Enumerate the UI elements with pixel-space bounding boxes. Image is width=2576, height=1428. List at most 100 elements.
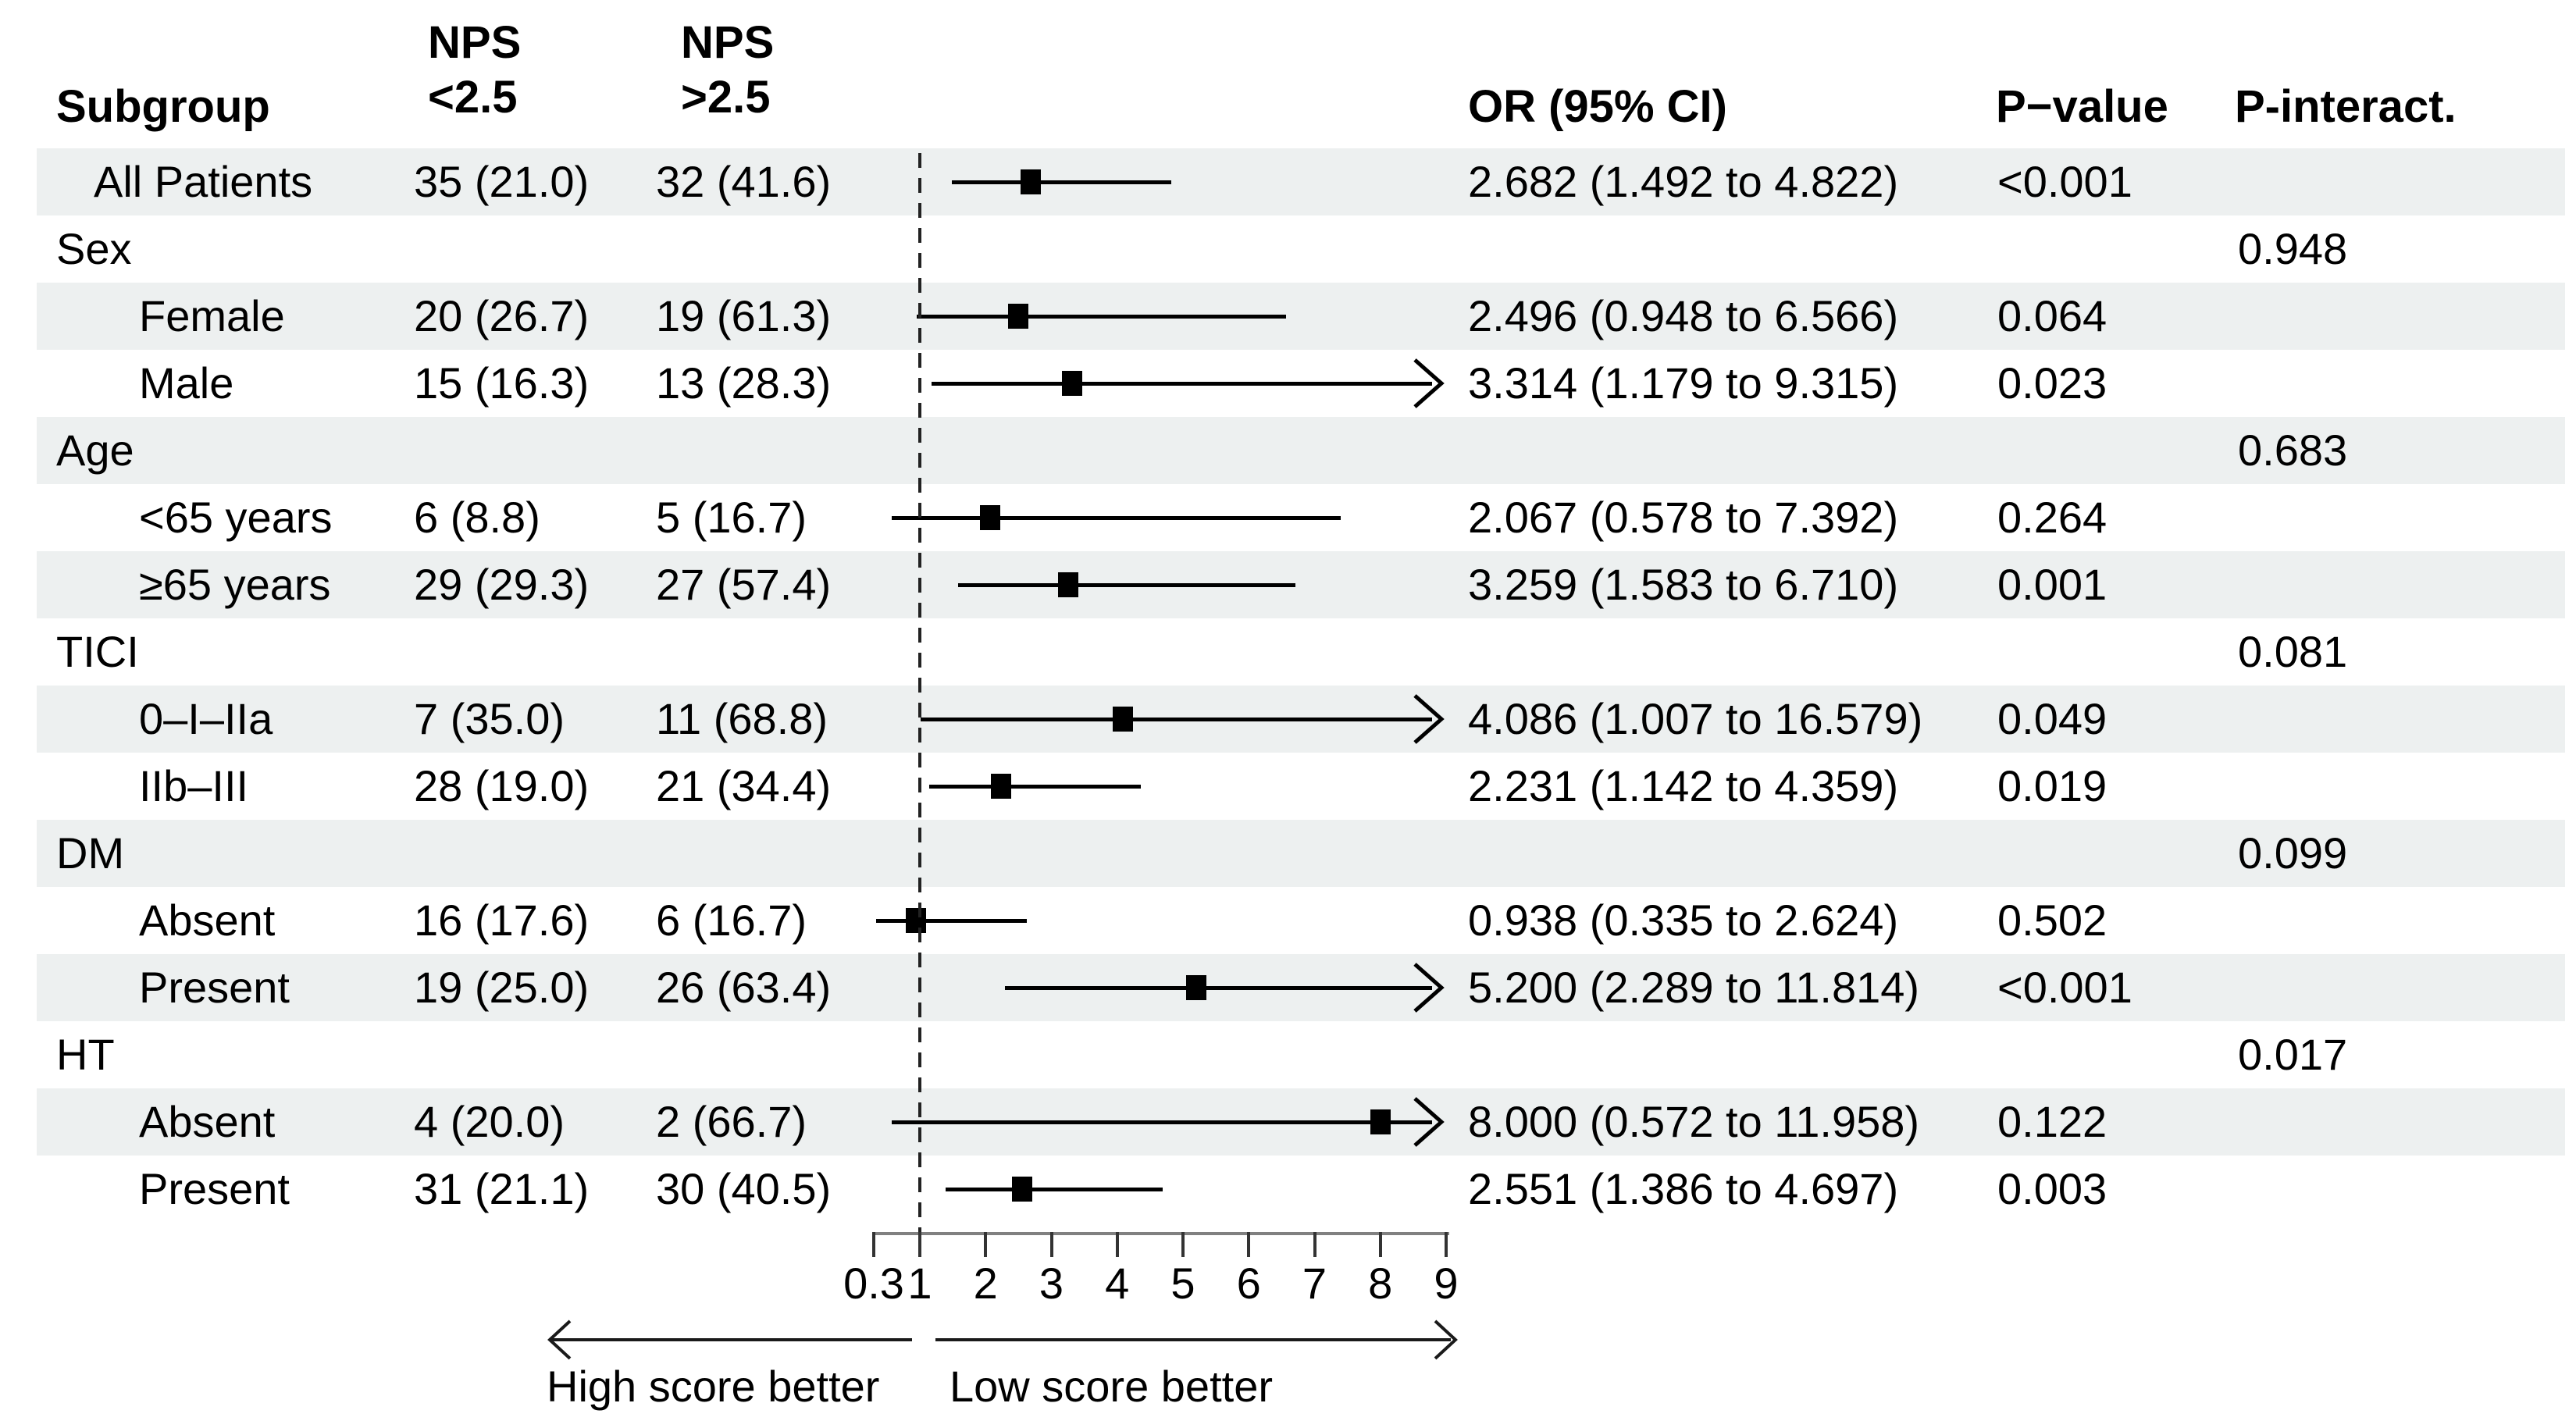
x-axis-tick-label: 8	[1368, 1259, 1393, 1308]
ci-clipped-arrow-icon	[1413, 1097, 1445, 1147]
cell-nps-high: 19 (61.3)	[656, 291, 832, 340]
x-axis-tick	[1115, 1232, 1119, 1257]
row-label-absent: Absent	[139, 1097, 276, 1146]
forest-data-row: Male 15 (16.3) 13 (28.3) 3.314 (1.179 to 9.…	[37, 350, 2565, 417]
cell-nps-low: 7 (35.0)	[414, 694, 565, 743]
cell-nps-high: 11 (68.8)	[656, 694, 828, 743]
x-axis-tick	[1445, 1232, 1448, 1257]
forest-data-row: <65 years 6 (8.8) 5 (16.7) 2.067 (0.578 to …	[37, 484, 2565, 551]
cell-or-ci: 3.314 (1.179 to 9.315)	[1468, 358, 1899, 408]
cell-nps-low: 4 (20.0)	[414, 1097, 565, 1146]
or-point-marker	[1058, 572, 1079, 597]
cell-p-value: 0.502	[1997, 896, 2107, 945]
row-label-ht: HT	[56, 1030, 115, 1079]
x-axis-tick-label: 5	[1170, 1259, 1195, 1308]
ci-whisker	[958, 583, 1296, 587]
or-point-marker	[1020, 169, 1041, 194]
cell-nps-high: 2 (66.7)	[656, 1097, 807, 1146]
forest-data-row: ≥65 years 29 (29.3) 27 (57.4) 3.259 (1.583 …	[37, 551, 2565, 618]
cell-p-value: 0.023	[1997, 358, 2107, 408]
ci-whisker	[945, 1188, 1163, 1191]
cell-nps-high: 32 (41.6)	[656, 157, 832, 206]
or-point-marker	[1011, 1177, 1032, 1202]
cell-nps-low: 6 (8.8)	[414, 493, 540, 542]
x-axis-tick	[1181, 1232, 1185, 1257]
cell-p-value: 0.064	[1997, 291, 2107, 340]
cell-or-ci: 8.000 (0.572 to 11.958)	[1468, 1097, 1920, 1146]
row-label--65-years: <65 years	[139, 493, 333, 542]
ci-whisker	[928, 785, 1141, 789]
cell-p-interact: 0.017	[2238, 1030, 2348, 1079]
cell-nps-high: 21 (34.4)	[656, 761, 832, 810]
column-header-or-ci: OR (95% CI)	[1468, 81, 1727, 132]
cell-nps-low: 16 (17.6)	[414, 896, 590, 945]
cell-or-ci: 5.200 (2.289 to 11.814)	[1468, 963, 1920, 1012]
row-label-0-i-iia: 0–I–IIa	[139, 694, 273, 743]
forest-group-row: Sex 0.948	[37, 215, 2565, 283]
left-arrow-line	[551, 1338, 912, 1341]
row-label-male: Male	[139, 358, 234, 408]
x-axis-tick-label: 6	[1236, 1259, 1261, 1308]
cell-nps-high: 27 (57.4)	[656, 560, 832, 609]
row-label-present: Present	[139, 963, 290, 1012]
or-point-marker	[1112, 707, 1133, 732]
cell-nps-low: 31 (21.1)	[414, 1164, 590, 1213]
forest-group-row: TICI 0.081	[37, 618, 2565, 686]
row-label-all-patients: All Patients	[94, 157, 313, 206]
or-point-marker	[905, 908, 926, 933]
ci-whisker	[952, 180, 1171, 184]
cell-p-value: <0.001	[1997, 963, 2132, 1012]
x-axis-tick	[872, 1232, 876, 1257]
ci-whisker	[875, 919, 1027, 923]
column-header-p-interact: P-interact.	[2235, 81, 2457, 132]
ci-whisker	[932, 382, 1432, 386]
forest-data-row: All Patients 35 (21.0) 32 (41.6) 2.682 (1.4…	[37, 148, 2565, 215]
x-axis-tick-label: 0.3	[843, 1259, 904, 1308]
ci-clipped-arrow-icon	[1413, 963, 1445, 1013]
x-axis-tick	[1378, 1232, 1382, 1257]
cell-p-value: 0.019	[1997, 761, 2107, 810]
cell-or-ci: 0.938 (0.335 to 2.624)	[1468, 896, 1899, 945]
or-point-marker	[1370, 1109, 1391, 1134]
row-label-sex: Sex	[56, 224, 132, 273]
cell-nps-low: 29 (29.3)	[414, 560, 590, 609]
cell-p-value: <0.001	[1997, 157, 2132, 206]
cell-or-ci: 2.231 (1.142 to 4.359)	[1468, 761, 1899, 810]
forest-data-row: Absent 16 (17.6) 6 (16.7) 0.938 (0.335 to 2…	[37, 887, 2565, 954]
forest-group-row: DM 0.099	[37, 820, 2565, 887]
direction-label-left: High score better	[547, 1362, 880, 1411]
row-label-dm: DM	[56, 828, 125, 878]
ci-whisker	[920, 718, 1432, 721]
cell-p-interact: 0.948	[2238, 224, 2348, 273]
cell-p-value: 0.122	[1997, 1097, 2107, 1146]
cell-nps-low: 28 (19.0)	[414, 761, 590, 810]
cell-or-ci: 4.086 (1.007 to 16.579)	[1468, 694, 1923, 743]
cell-or-ci: 2.551 (1.386 to 4.697)	[1468, 1164, 1899, 1213]
cell-or-ci: 2.682 (1.492 to 4.822)	[1468, 157, 1899, 206]
cell-or-ci: 3.259 (1.583 to 6.710)	[1468, 560, 1899, 609]
x-axis-tick-label: 7	[1302, 1259, 1327, 1308]
cell-p-interact: 0.099	[2238, 828, 2348, 878]
cell-p-interact: 0.683	[2238, 426, 2348, 475]
cell-nps-high: 30 (40.5)	[656, 1164, 832, 1213]
ci-whisker	[892, 516, 1341, 520]
column-header-nps-high-line2: >2.5	[681, 72, 771, 123]
ci-clipped-arrow-icon	[1413, 358, 1445, 408]
x-axis-tick-label: 4	[1105, 1259, 1130, 1308]
cell-p-value: 0.049	[1997, 694, 2107, 743]
reference-line-or-1	[918, 153, 921, 1234]
forest-data-row: Female 20 (26.7) 19 (61.3) 2.496 (0.948 to …	[37, 283, 2565, 350]
direction-label-right: Low score better	[950, 1362, 1273, 1411]
forest-data-row: 0–I–IIa 7 (35.0) 11 (68.8) 4.086 (1.007 to …	[37, 686, 2565, 753]
cell-p-value: 0.001	[1997, 560, 2107, 609]
x-axis-tick-label: 1	[907, 1259, 932, 1308]
forest-data-row: Present 31 (21.1) 30 (40.5) 2.551 (1.386 to…	[37, 1156, 2565, 1223]
cell-p-interact: 0.081	[2238, 627, 2348, 676]
or-point-marker	[1185, 975, 1206, 1000]
cell-nps-high: 5 (16.7)	[656, 493, 807, 542]
x-axis-tick	[1313, 1232, 1317, 1257]
row-label-female: Female	[139, 291, 285, 340]
column-header-p-value: P−value	[1996, 81, 2168, 132]
x-axis-tick	[984, 1232, 988, 1257]
